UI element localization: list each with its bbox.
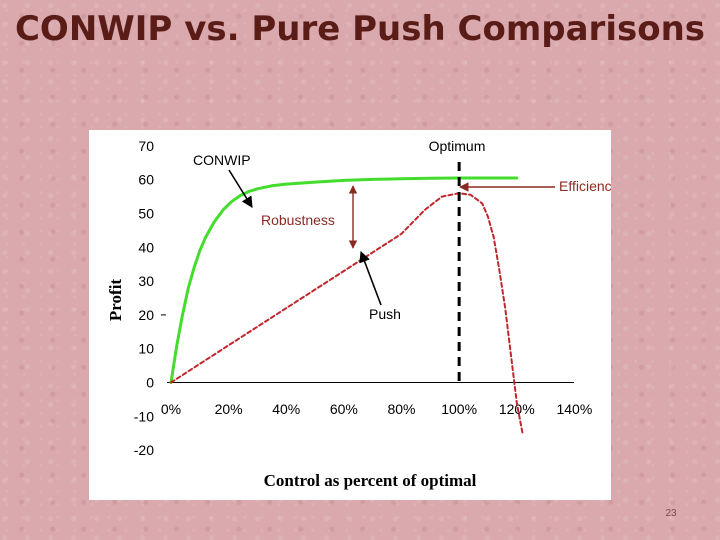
x-tick-label: 20% — [215, 401, 243, 417]
conwip-label: CONWIP — [193, 152, 251, 168]
x-axis-label: Control as percent of optimal — [264, 471, 477, 490]
y-tick-label: -10 — [134, 408, 154, 424]
profit-chart: 0% 20% 40% 60% 80% 100% 120% 140% 70 60 50 40 30 20 1… — [106, 138, 611, 490]
x-tick-label: 120% — [499, 401, 535, 417]
x-tick-label: 0% — [161, 401, 181, 417]
y-tick-label: 30 — [138, 273, 154, 289]
push-series-line — [170, 192, 524, 435]
y-tick-label: 10 — [138, 341, 154, 357]
slide-number: 23 — [665, 508, 677, 519]
push-label: Push — [369, 306, 401, 322]
chart-container: 0% 20% 40% 60% 80% 100% 120% 140% 70 60 50 40 30 20 1… — [89, 130, 611, 500]
push-arrow — [359, 250, 382, 306]
y-tick-label: 70 — [138, 138, 154, 154]
y-tick-label: 40 — [138, 239, 154, 255]
x-tick-label: 60% — [330, 401, 358, 417]
y-tick-label: 50 — [138, 206, 154, 222]
optimum-label: Optimum — [429, 138, 486, 154]
conwip-arrow — [228, 169, 253, 208]
y-tick-label: -20 — [134, 442, 154, 458]
y-tick-label: 0 — [146, 375, 154, 391]
slide-title: CONWIP vs. Pure Push Comparisons — [0, 6, 720, 52]
x-tick-label: 140% — [556, 401, 592, 417]
slide-title-text: CONWIP vs. Pure Push Comparisons — [14, 9, 706, 49]
y-axis-label: Profit — [106, 279, 125, 322]
efficiency-label: Efficiency — [559, 178, 611, 194]
y-tick-label: 60 — [138, 172, 154, 188]
x-tick-label: 40% — [272, 401, 300, 417]
robustness-label: Robustness — [261, 212, 335, 228]
conwip-series-line — [169, 176, 519, 384]
y-tick-label: 20 — [138, 307, 154, 323]
x-tick-label: 80% — [387, 401, 415, 417]
x-tick-label: 100% — [441, 401, 477, 417]
